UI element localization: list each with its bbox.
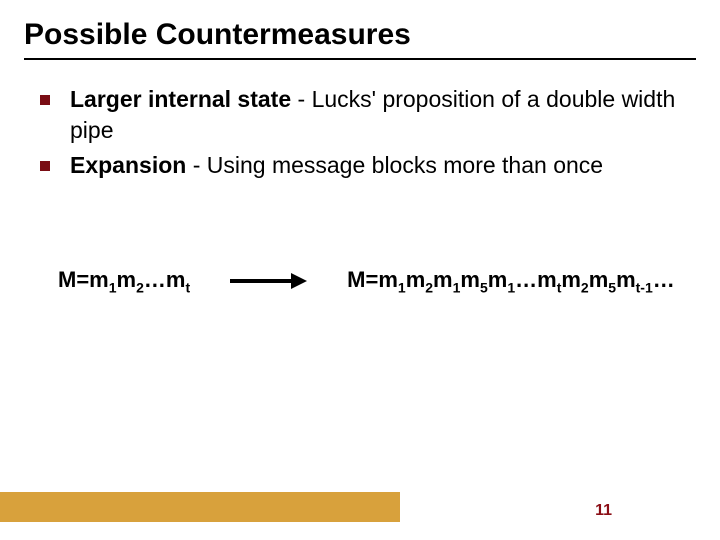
eq-text: … bbox=[653, 267, 675, 292]
eq-text: …m bbox=[144, 267, 186, 292]
eq-sub: 1 bbox=[398, 280, 406, 296]
bullet-item: Larger internal state - Lucks' propositi… bbox=[36, 84, 696, 146]
equation-row: M=m1m2…mt M=m1m2m1m5m1…mtm2m5mt-1… bbox=[24, 267, 696, 295]
eq-text: m bbox=[616, 267, 636, 292]
bullet-list: Larger internal state - Lucks' propositi… bbox=[24, 84, 696, 181]
equation-left: M=m1m2…mt bbox=[58, 267, 190, 295]
arrow-head bbox=[291, 273, 307, 289]
bullet-strong: Larger internal state bbox=[70, 86, 291, 112]
eq-sub: 2 bbox=[136, 280, 144, 296]
eq-text: m bbox=[433, 267, 453, 292]
arrow-line bbox=[230, 279, 292, 283]
eq-text: m bbox=[117, 267, 137, 292]
equation-right: M=m1m2m1m5m1…mtm2m5mt-1… bbox=[347, 267, 675, 295]
eq-text: m bbox=[561, 267, 581, 292]
eq-sub: 1 bbox=[109, 280, 117, 296]
bullet-rest: - Using message blocks more than once bbox=[186, 152, 603, 178]
eq-text: M=m bbox=[58, 267, 109, 292]
eq-sub: 5 bbox=[480, 280, 488, 296]
slide: Possible Countermeasures Larger internal… bbox=[0, 0, 720, 540]
eq-sub: t-1 bbox=[636, 280, 653, 296]
eq-text: M=m bbox=[347, 267, 398, 292]
eq-sub: 2 bbox=[581, 280, 589, 296]
bullet-strong: Expansion bbox=[70, 152, 186, 178]
eq-text: m bbox=[589, 267, 609, 292]
eq-text: m bbox=[406, 267, 426, 292]
page-number: 11 bbox=[595, 502, 612, 520]
eq-sub: 5 bbox=[608, 280, 616, 296]
footer-band bbox=[0, 492, 400, 522]
eq-text: m bbox=[460, 267, 480, 292]
eq-text: …m bbox=[515, 267, 557, 292]
eq-sub: 2 bbox=[425, 280, 433, 296]
eq-sub: t bbox=[185, 280, 190, 296]
slide-title: Possible Countermeasures bbox=[24, 18, 696, 60]
bullet-item: Expansion - Using message blocks more th… bbox=[36, 150, 696, 181]
eq-sub: 1 bbox=[507, 280, 515, 296]
arrow-icon bbox=[230, 273, 307, 289]
eq-text: m bbox=[488, 267, 508, 292]
